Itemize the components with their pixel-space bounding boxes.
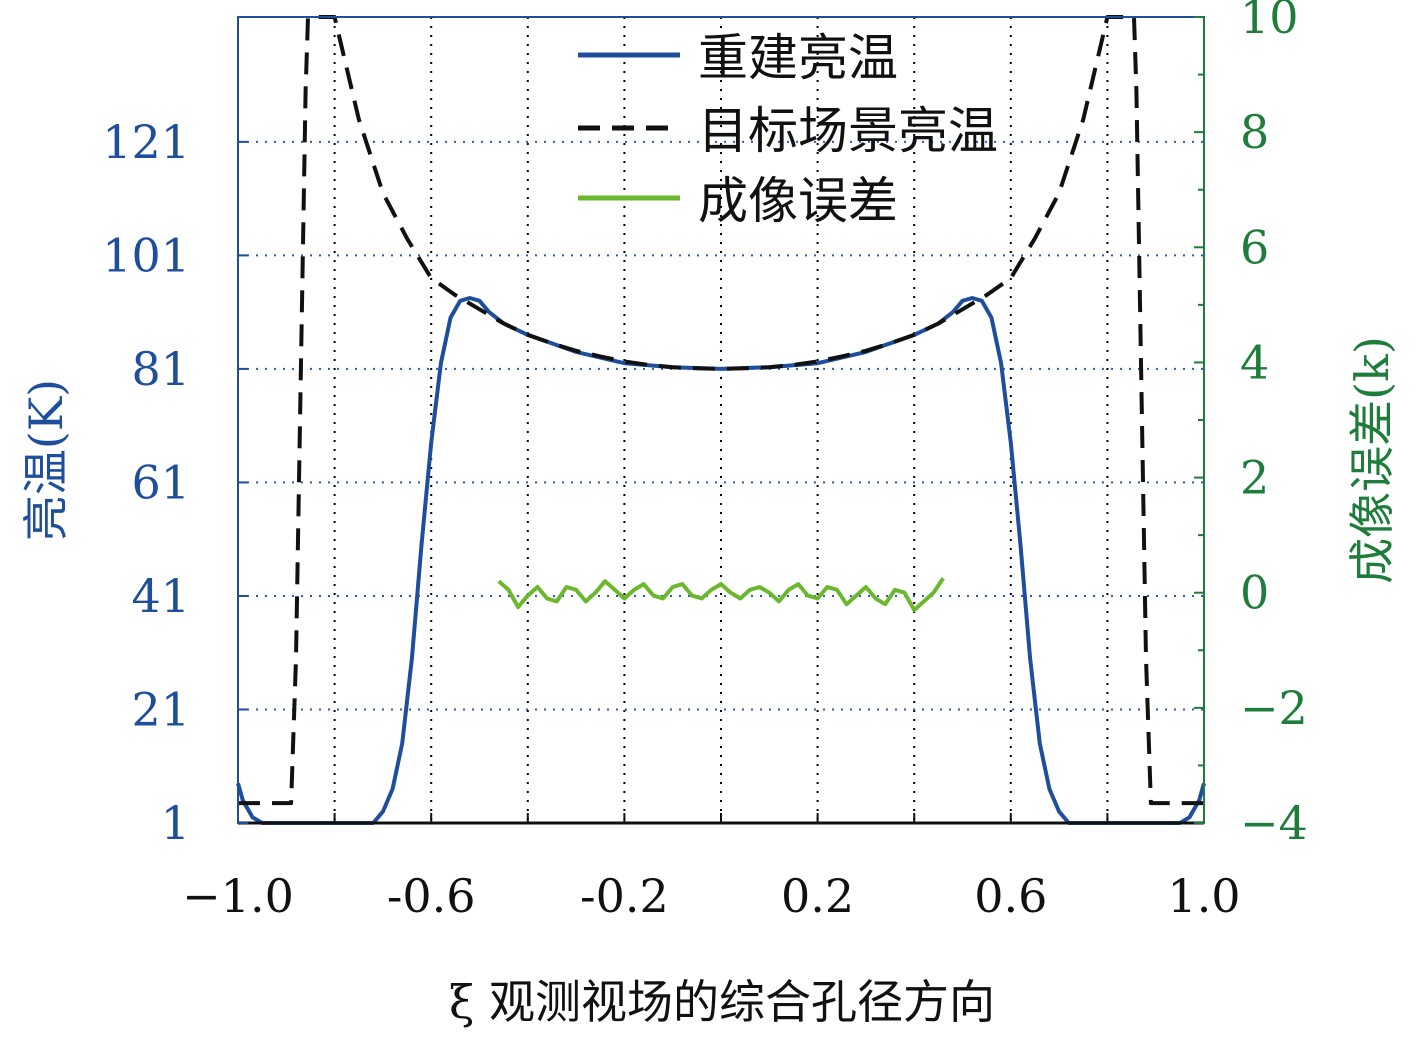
series-line-target — [238, 15, 1204, 806]
x-tick-label: -0.6 — [387, 869, 476, 923]
x-tick-label: 0.6 — [974, 869, 1047, 923]
y-right-tick-label: 8 — [1240, 105, 1269, 159]
series-line-error — [497, 577, 945, 612]
y-left-tick-label: 41 — [131, 569, 190, 623]
y-left-tick-label: 101 — [102, 228, 190, 282]
series-layer — [236, 15, 1206, 825]
y-left-tick-label: 121 — [102, 115, 190, 169]
y-left-tick-label: 61 — [131, 455, 190, 509]
legend: 重建亮温 目标场景亮温 成像误差 — [578, 29, 998, 230]
y-axis-right-title: 成像误差(k) — [1345, 336, 1399, 584]
x-tick-label: 1.0 — [1167, 869, 1240, 923]
y-axis-left-title: 亮温(K) — [19, 379, 73, 541]
y-right-tick-label: 6 — [1240, 220, 1269, 274]
y-left-tick-label: 1 — [161, 796, 190, 850]
legend-label-error: 成像误差 — [698, 172, 898, 230]
series-line-reconstructed — [236, 296, 1206, 825]
y-right-tick-label: −4 — [1240, 796, 1308, 850]
y-right-tick-label: 2 — [1240, 451, 1269, 505]
legend-label-reconstructed: 重建亮温 — [698, 29, 898, 87]
y-right-tick-label: 0 — [1240, 566, 1269, 620]
y-right-tick-label: 10 — [1240, 0, 1299, 44]
y-right-tick-label: 4 — [1240, 335, 1269, 389]
x-tick-label: −1.0 — [182, 869, 294, 923]
x-tick-label: 0.2 — [781, 869, 854, 923]
x-axis-title: ξ 观测视场的综合孔径方向 — [449, 975, 995, 1029]
y-left-tick-label: 81 — [131, 342, 190, 396]
x-tick-label: -0.2 — [580, 869, 669, 923]
y-right-tick-label: −2 — [1240, 681, 1308, 735]
y-left-tick-label: 21 — [131, 682, 190, 736]
legend-label-target: 目标场景亮温 — [698, 102, 998, 160]
